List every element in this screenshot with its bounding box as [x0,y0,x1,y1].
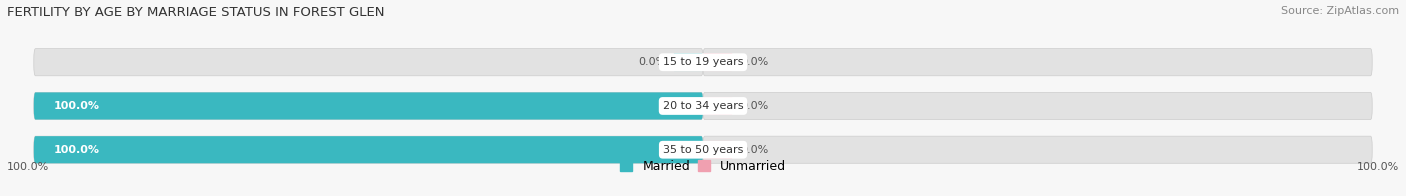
Text: FERTILITY BY AGE BY MARRIAGE STATUS IN FOREST GLEN: FERTILITY BY AGE BY MARRIAGE STATUS IN F… [7,6,384,19]
Text: 20 to 34 years: 20 to 34 years [662,101,744,111]
FancyBboxPatch shape [34,136,703,163]
Text: 100.0%: 100.0% [53,101,100,111]
FancyBboxPatch shape [703,136,1372,163]
Text: 35 to 50 years: 35 to 50 years [662,145,744,155]
Text: 100.0%: 100.0% [1357,162,1399,172]
FancyBboxPatch shape [34,92,703,120]
FancyBboxPatch shape [673,97,703,115]
FancyBboxPatch shape [673,53,703,71]
FancyBboxPatch shape [673,141,703,159]
Text: 0.0%: 0.0% [638,57,666,67]
FancyBboxPatch shape [703,92,1372,120]
FancyBboxPatch shape [703,53,733,71]
Text: 15 to 19 years: 15 to 19 years [662,57,744,67]
Legend: Married, Unmarried: Married, Unmarried [614,155,792,178]
FancyBboxPatch shape [703,97,733,115]
FancyBboxPatch shape [703,49,1372,76]
FancyBboxPatch shape [34,49,703,76]
Text: 0.0%: 0.0% [740,145,768,155]
Text: 100.0%: 100.0% [7,162,49,172]
Text: 100.0%: 100.0% [53,145,100,155]
Text: 0.0%: 0.0% [740,57,768,67]
Text: Source: ZipAtlas.com: Source: ZipAtlas.com [1281,6,1399,16]
Text: 0.0%: 0.0% [740,101,768,111]
FancyBboxPatch shape [703,141,733,159]
FancyBboxPatch shape [34,136,703,163]
FancyBboxPatch shape [34,92,703,120]
